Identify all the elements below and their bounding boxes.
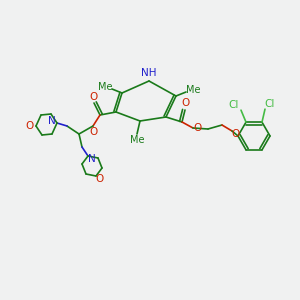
Text: O: O	[194, 123, 202, 133]
Text: O: O	[26, 121, 34, 131]
Text: Cl: Cl	[265, 99, 275, 109]
Text: O: O	[181, 98, 189, 108]
Text: Cl: Cl	[229, 100, 239, 110]
Text: N: N	[48, 116, 56, 126]
Text: O: O	[96, 174, 104, 184]
Text: NH: NH	[141, 68, 157, 78]
Text: N: N	[88, 154, 96, 164]
Text: O: O	[232, 129, 240, 139]
Text: Me: Me	[186, 85, 200, 95]
Text: Me: Me	[130, 135, 144, 145]
Text: Me: Me	[98, 82, 112, 92]
Text: O: O	[89, 127, 97, 137]
Text: O: O	[90, 92, 98, 102]
